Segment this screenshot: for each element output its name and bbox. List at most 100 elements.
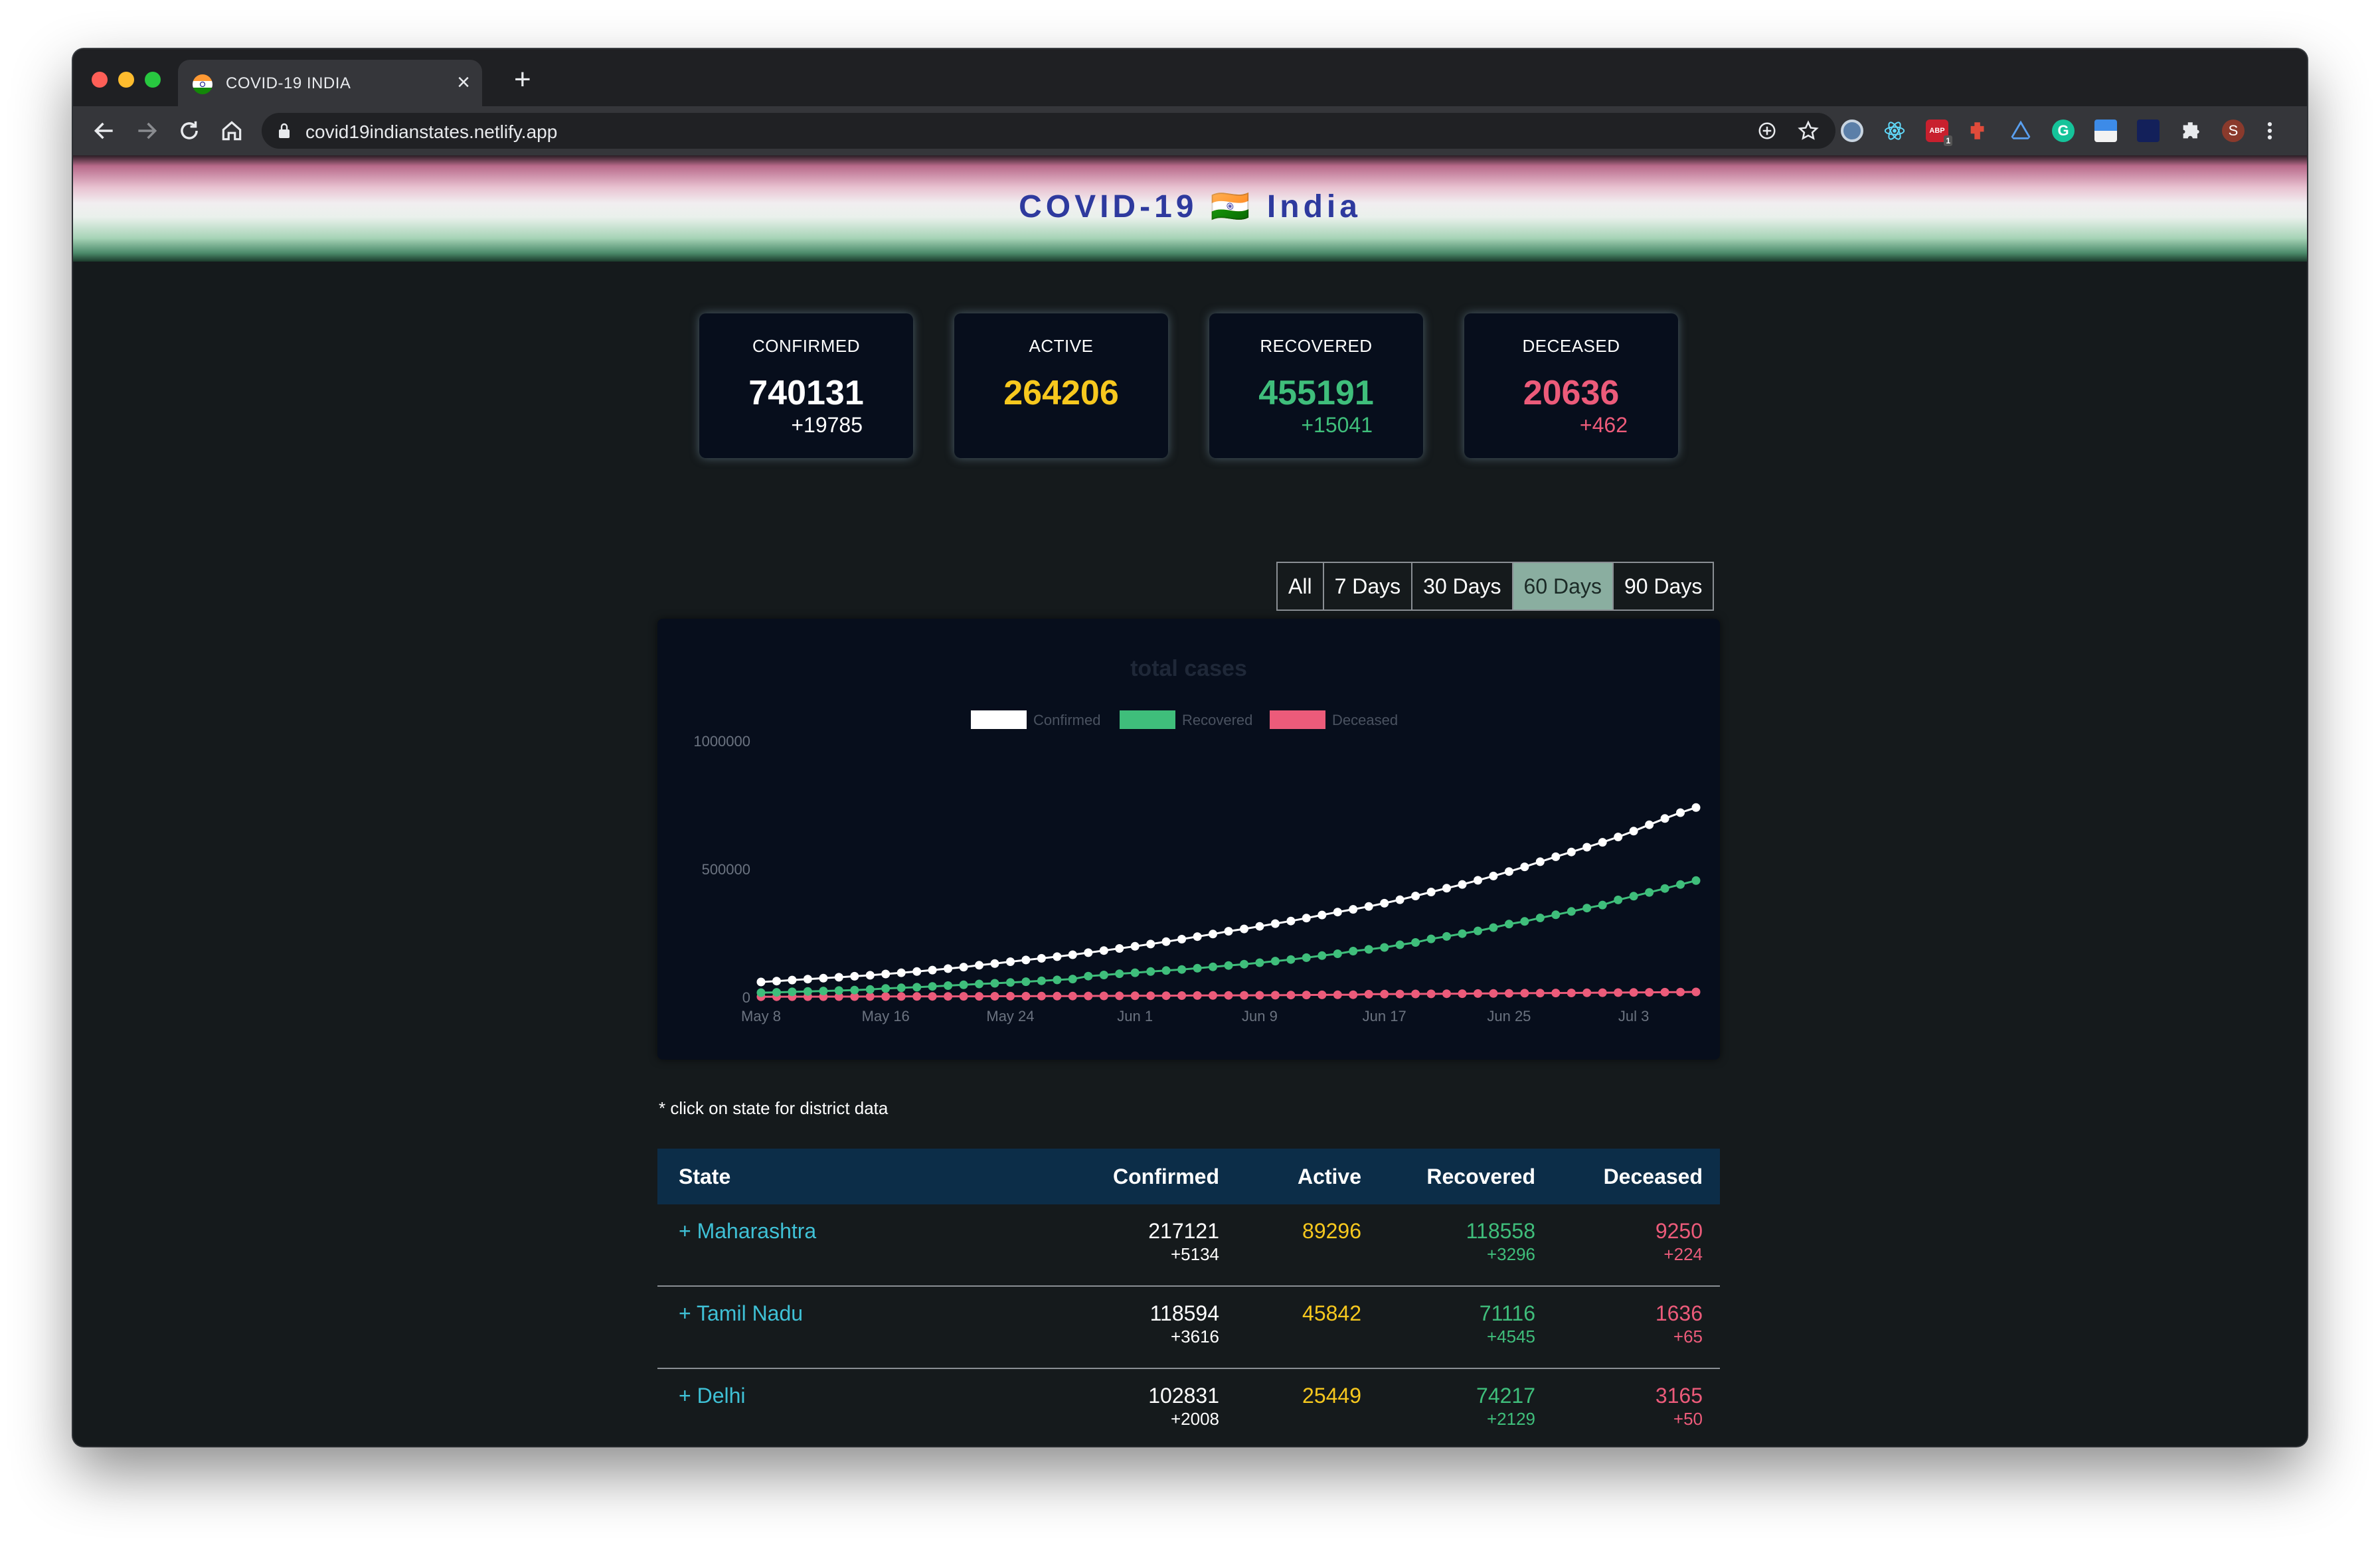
data-point[interactable] xyxy=(803,987,812,996)
data-point[interactable] xyxy=(1489,871,1498,880)
data-point[interactable] xyxy=(1582,843,1592,852)
data-point[interactable] xyxy=(1380,943,1389,952)
minimize-window-button[interactable] xyxy=(118,72,134,88)
data-point[interactable] xyxy=(1411,892,1420,900)
data-point[interactable] xyxy=(1349,905,1358,914)
forward-arrow-icon[interactable] xyxy=(134,118,159,143)
data-point[interactable] xyxy=(803,975,812,984)
data-point[interactable] xyxy=(1146,967,1155,976)
data-point[interactable] xyxy=(1582,904,1592,913)
triangle-extension-icon[interactable] xyxy=(2009,120,2032,142)
new-tab-button[interactable]: + xyxy=(514,63,531,96)
data-point[interactable] xyxy=(1333,949,1342,958)
data-point[interactable] xyxy=(1598,900,1607,910)
data-point[interactable] xyxy=(1177,991,1187,1000)
data-point[interactable] xyxy=(1426,989,1436,999)
state-column-header[interactable]: State xyxy=(679,1165,731,1188)
data-point[interactable] xyxy=(990,979,999,988)
data-point[interactable] xyxy=(1193,963,1202,973)
data-point[interactable] xyxy=(1286,991,1296,1000)
data-point[interactable] xyxy=(1614,833,1623,842)
data-point[interactable] xyxy=(959,992,968,1001)
data-point[interactable] xyxy=(881,992,891,1001)
data-point[interactable] xyxy=(1629,827,1638,836)
data-point[interactable] xyxy=(1504,867,1513,876)
data-point[interactable] xyxy=(1676,987,1685,997)
data-point[interactable] xyxy=(1302,991,1311,1000)
state-link[interactable]: + Tamil Nadu xyxy=(679,1301,804,1325)
data-point[interactable] xyxy=(756,988,766,997)
data-point[interactable] xyxy=(1364,989,1373,999)
data-point[interactable] xyxy=(1551,852,1561,861)
data-point[interactable] xyxy=(912,992,922,1001)
data-point[interactable] xyxy=(1614,988,1623,997)
dark-extension-icon[interactable] xyxy=(2137,120,2160,142)
browser-tab[interactable]: COVID-19 INDIA × xyxy=(178,60,482,106)
data-point[interactable] xyxy=(850,985,859,995)
profile-avatar[interactable]: S xyxy=(2222,120,2245,142)
address-bar[interactable]: covid19indianstates.netlify.app xyxy=(262,113,1835,149)
recovered-column-header[interactable]: Recovered xyxy=(1426,1165,1535,1188)
data-point[interactable] xyxy=(1660,884,1669,893)
grammarly-icon[interactable]: G xyxy=(2052,120,2075,142)
data-point[interactable] xyxy=(865,971,875,980)
data-point[interactable] xyxy=(850,971,859,981)
data-point[interactable] xyxy=(1614,895,1623,904)
data-point[interactable] xyxy=(756,977,766,987)
data-point[interactable] xyxy=(1006,978,1015,987)
data-point[interactable] xyxy=(1084,948,1093,957)
data-point[interactable] xyxy=(1177,935,1187,943)
data-point[interactable] xyxy=(1474,989,1482,998)
data-point[interactable] xyxy=(1193,932,1202,941)
data-point[interactable] xyxy=(896,992,906,1001)
data-point[interactable] xyxy=(896,983,906,993)
data-point[interactable] xyxy=(1177,965,1187,974)
data-point[interactable] xyxy=(1130,968,1140,977)
data-point[interactable] xyxy=(1442,884,1451,893)
range-all-button[interactable]: All xyxy=(1278,563,1324,609)
data-point[interactable] xyxy=(1115,944,1124,953)
data-point[interactable] xyxy=(1458,880,1467,889)
range-7-days-button[interactable]: 7 Days xyxy=(1324,563,1413,609)
data-point[interactable] xyxy=(1286,916,1296,926)
data-point[interactable] xyxy=(1146,939,1155,949)
data-point[interactable] xyxy=(1084,991,1093,1001)
close-tab-icon[interactable]: × xyxy=(457,70,470,95)
data-point[interactable] xyxy=(1270,957,1280,966)
data-point[interactable] xyxy=(912,983,922,992)
data-point[interactable] xyxy=(772,988,781,997)
data-point[interactable] xyxy=(1645,820,1654,829)
data-point[interactable] xyxy=(1520,862,1529,872)
legend-label[interactable]: Deceased xyxy=(1332,712,1398,728)
data-point[interactable] xyxy=(1302,953,1311,962)
data-point[interactable] xyxy=(1255,991,1264,1000)
data-point[interactable] xyxy=(834,973,843,982)
data-point[interactable] xyxy=(975,979,983,989)
data-point[interactable] xyxy=(1318,990,1327,999)
data-point[interactable] xyxy=(1598,988,1607,997)
data-point[interactable] xyxy=(1053,975,1062,985)
range-30-days-button[interactable]: 30 Days xyxy=(1412,563,1513,609)
legend-label[interactable]: Confirmed xyxy=(1033,712,1100,728)
data-point[interactable] xyxy=(1504,989,1513,998)
data-point[interactable] xyxy=(959,980,968,989)
data-point[interactable] xyxy=(928,982,937,991)
data-point[interactable] xyxy=(1161,991,1171,1001)
reload-icon[interactable] xyxy=(177,118,202,143)
table-row[interactable]: + Delhi 102831 +2008 25449 74217 +2129 3… xyxy=(657,1369,1720,1446)
data-point[interactable] xyxy=(1209,991,1217,1000)
data-point[interactable] xyxy=(1426,888,1436,896)
data-point[interactable] xyxy=(1099,971,1108,979)
data-point[interactable] xyxy=(1224,961,1233,970)
data-point[interactable] xyxy=(834,986,843,995)
state-link[interactable]: + Maharashtra xyxy=(679,1219,817,1243)
data-point[interactable] xyxy=(1255,922,1264,931)
data-point[interactable] xyxy=(1161,966,1171,975)
add-shortcut-icon[interactable] xyxy=(1757,121,1777,141)
data-point[interactable] xyxy=(1209,930,1217,939)
window-extension-icon[interactable] xyxy=(2094,120,2117,142)
data-point[interactable] xyxy=(865,985,875,994)
data-point[interactable] xyxy=(1660,987,1669,997)
data-point[interactable] xyxy=(896,968,906,977)
data-point[interactable] xyxy=(1520,917,1529,926)
